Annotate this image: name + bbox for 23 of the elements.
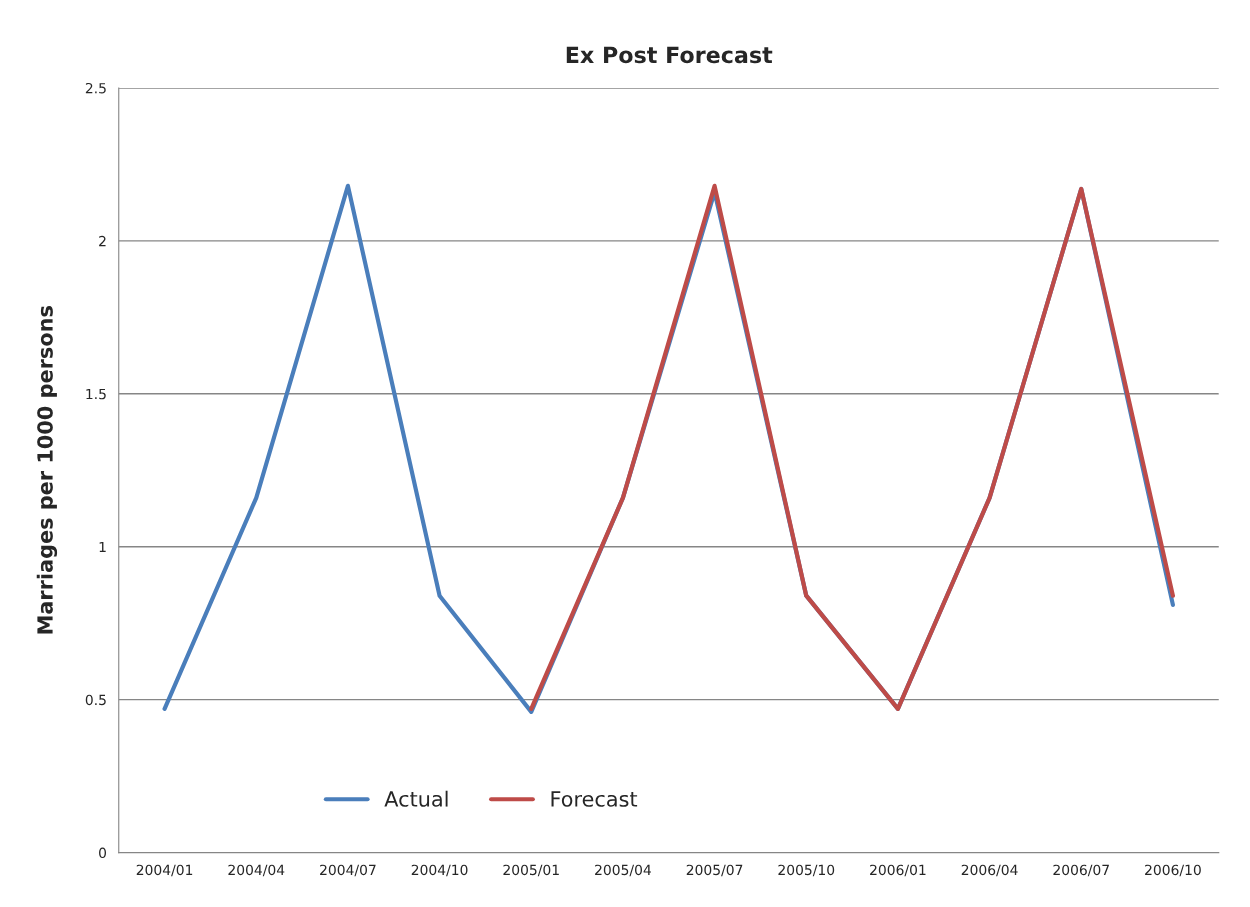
y-tick-label: 2.5	[85, 82, 106, 94]
y-tick-label: 0	[99, 847, 107, 859]
line-series	[529, 183, 1176, 711]
y-tick-label: 1	[99, 541, 106, 553]
x-tick-label: 2005/04	[595, 864, 651, 877]
x-tick-label: 2004/01	[136, 864, 193, 877]
x-tick-label: 2006/07	[1053, 864, 1109, 877]
y-tick-label: 1.5	[86, 388, 106, 400]
x-tick-label: 2006/10	[1145, 864, 1201, 877]
legend-label: Forecast	[551, 791, 638, 807]
x-tick-label: 2005/10	[778, 864, 835, 877]
chart-title: Ex Post Forecast	[566, 46, 773, 64]
y-axis-title: Marriages per 1000 persons	[36, 306, 58, 634]
legend-label: Actual	[384, 790, 448, 807]
x-tick-label: 2004/10	[411, 864, 468, 877]
x-tick-label: 2004/07	[320, 864, 376, 877]
x-tick-label: 2004/04	[228, 864, 285, 877]
x-tick-label: 2006/04	[961, 864, 1018, 877]
x-tick-label: 2006/01	[870, 864, 926, 877]
y-tick-label: 0.5	[85, 694, 106, 706]
y-tick-label: 2	[99, 235, 106, 247]
x-tick-label: 2005/07	[686, 864, 743, 877]
x-tick-label: 2005/01	[503, 864, 559, 877]
